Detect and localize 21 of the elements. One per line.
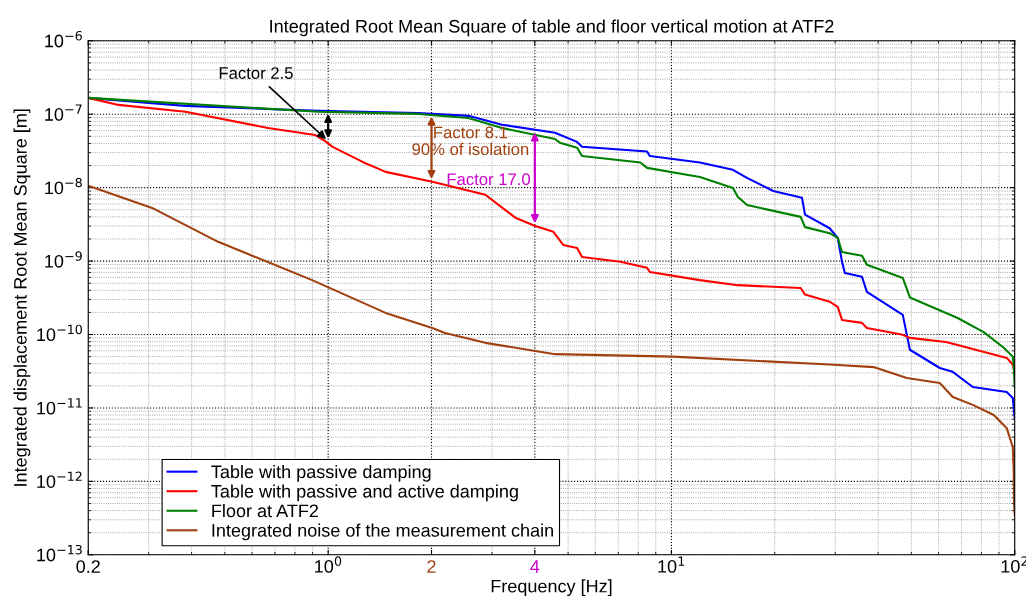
- legend-label: Integrated noise of the measurement chain: [212, 523, 553, 541]
- annotation: Factor 17.0: [447, 173, 531, 186]
- y-tick-label: 10$^{−8}$: [45, 177, 82, 195]
- y-tick-label: 10$^{−9}$: [45, 251, 82, 268]
- chart-title: Integrated Root Mean Square of table and floor vertical motion at ATF2: [270, 19, 834, 37]
- y-tick-label: 10$^{−12}$: [37, 471, 82, 488]
- y-tick-label: 10$^{−6}$: [45, 30, 82, 48]
- y-tick-label: 10$^{−7}$: [45, 104, 82, 121]
- x-tick-label: 0.2: [76, 560, 100, 573]
- x-axis-title: Frequency [Hz]: [491, 579, 612, 597]
- y-axis-title: Integrated displacement Root Mean Square [m]: [13, 109, 31, 486]
- x-tick-label: 2: [427, 560, 436, 573]
- legend-label: Floor at ATF2: [212, 503, 319, 518]
- y-tick-label: 10$^{−11}$: [37, 398, 82, 415]
- legend-label: Table with passive damping: [211, 464, 431, 482]
- x-tick-label: 10$^{0}$: [315, 556, 342, 573]
- annotation: Factor 2.5: [219, 67, 293, 79]
- legend-label: Table with passive and active damping: [211, 484, 518, 502]
- x-tick-label: 4: [530, 560, 540, 573]
- x-tick-label: 10$^{1}$: [658, 556, 685, 573]
- y-tick-label: 10$^{−10}$: [37, 324, 82, 342]
